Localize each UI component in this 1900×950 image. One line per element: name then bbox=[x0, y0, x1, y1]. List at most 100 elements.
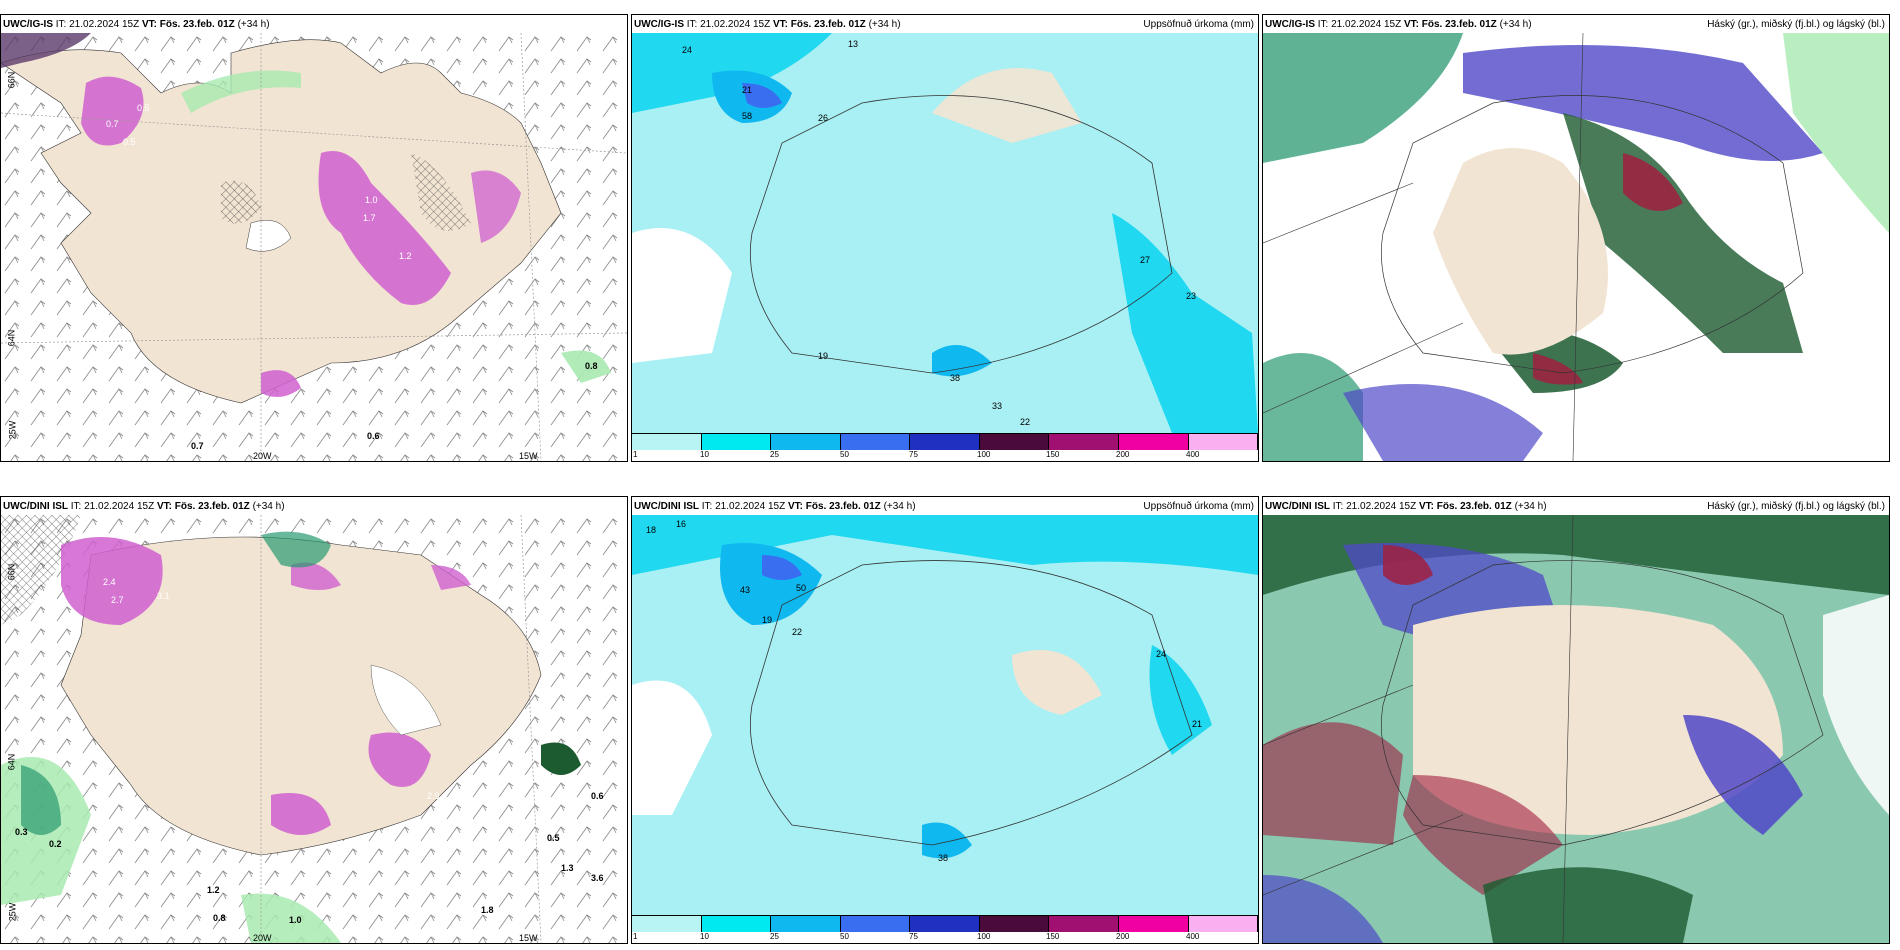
lat-label-66n: 66N bbox=[6, 71, 17, 89]
value-label: 1.3 bbox=[561, 863, 574, 873]
colorbar-segment bbox=[1118, 916, 1189, 932]
colorbar-segment bbox=[1188, 916, 1258, 932]
colorbar-segment bbox=[1049, 916, 1119, 932]
value-label: 2.9 bbox=[427, 791, 440, 801]
colorbar-segment bbox=[840, 434, 911, 450]
precip-title: Uppsöfnuð úrkoma (mm) bbox=[1143, 19, 1254, 30]
colorbar-segment bbox=[771, 434, 841, 450]
colorbar-tick: 100 bbox=[977, 932, 991, 941]
value-label: 0.8 bbox=[213, 913, 226, 923]
value-label: 1.8 bbox=[481, 905, 494, 915]
value-label: 38 bbox=[950, 373, 961, 383]
value-label: 1.2 bbox=[399, 251, 412, 261]
value-label: 0.5 bbox=[137, 103, 150, 113]
colorbar-segment bbox=[701, 916, 772, 932]
colorbar-segment bbox=[979, 916, 1050, 932]
colorbar-tick: 25 bbox=[770, 450, 779, 459]
colorbar-segment bbox=[910, 434, 980, 450]
lon-label-15w: 15W bbox=[519, 451, 538, 461]
value-label: 18 bbox=[646, 525, 657, 535]
value-label: 0.8 bbox=[585, 361, 598, 371]
colorbar-segment bbox=[979, 434, 1050, 450]
colorbar-segment bbox=[1049, 434, 1119, 450]
lon-label-15w: 15W bbox=[519, 933, 538, 943]
colorbar-segment bbox=[701, 434, 772, 450]
value-label: 22 bbox=[792, 627, 803, 637]
value-label: 1.7 bbox=[363, 213, 376, 223]
colorbar-segment bbox=[910, 916, 980, 932]
colorbar-segment bbox=[632, 434, 702, 450]
colorbar-tick: 10 bbox=[700, 450, 709, 459]
lat-label-64n: 64N bbox=[6, 329, 17, 347]
cloud-map bbox=[1263, 33, 1889, 461]
lon-label-25w: 25W bbox=[7, 420, 18, 440]
value-label: 21 bbox=[742, 85, 753, 95]
map-panel-top-middle: UWC/IG-IS IT: 21.02.2024 15Z VT: Fös. 23… bbox=[631, 14, 1259, 462]
value-label: 0.6 bbox=[591, 791, 604, 801]
colorbar-tick: 25 bbox=[770, 932, 779, 941]
lon-label-20w: 20W bbox=[253, 933, 272, 943]
value-label: 24 bbox=[1156, 649, 1167, 659]
map-panel-top-right: UWC/IG-IS IT: 21.02.2024 15Z VT: Fös. 23… bbox=[1262, 14, 1890, 462]
colorbar-tick: 200 bbox=[1116, 450, 1130, 459]
value-label: 19 bbox=[762, 615, 773, 625]
colorbar-tick: 150 bbox=[1046, 450, 1060, 459]
panel-header: UWC/DINI ISL IT: 21.02.2024 15Z VT: Fös.… bbox=[1265, 501, 1547, 512]
colorbar-tick: 150 bbox=[1046, 932, 1060, 941]
lon-label-25w: 25W bbox=[7, 902, 18, 922]
value-label: 22 bbox=[1020, 417, 1031, 427]
value-label: 58 bbox=[742, 111, 753, 121]
precip-title: Uppsöfnuð úrkoma (mm) bbox=[1143, 501, 1254, 512]
map-panel-bottom-left: UWC/DINI ISL IT: 21.02.2024 15Z VT: Fös.… bbox=[0, 496, 628, 944]
panel-header: UWC/IG-IS IT: 21.02.2024 15Z VT: Fös. 23… bbox=[1265, 19, 1532, 30]
value-label: 0.5 bbox=[547, 833, 560, 843]
value-label: 3.1 bbox=[157, 591, 170, 601]
value-label: 1.0 bbox=[365, 195, 378, 205]
lon-label-20w: 20W bbox=[253, 451, 272, 461]
value-label: 23 bbox=[1186, 291, 1197, 301]
value-label: 27 bbox=[1140, 255, 1151, 265]
value-label: 0.7 bbox=[191, 441, 204, 451]
colorbar-tick: 50 bbox=[840, 450, 849, 459]
cloud-title: Háský (gr.), miðský (fj.bl.) og lágský (… bbox=[1707, 501, 1885, 512]
colorbar-segment bbox=[1188, 434, 1258, 450]
value-label: 26 bbox=[818, 113, 829, 123]
map-panel-top-left: UWC/IG-IS IT: 21.02.2024 15Z VT: Fös. 23… bbox=[0, 14, 628, 462]
panel-header: UWC/DINI ISL IT: 21.02.2024 15Z VT: Fös.… bbox=[3, 501, 285, 512]
colorbar-tick: 400 bbox=[1186, 450, 1200, 459]
value-label: 19 bbox=[818, 351, 829, 361]
value-label: 0.7 bbox=[106, 119, 119, 129]
value-label: 16 bbox=[676, 519, 687, 529]
lat-label-66n: 66N bbox=[6, 563, 17, 581]
panel-header: UWC/IG-IS IT: 21.02.2024 15Z VT: Fös. 23… bbox=[3, 19, 270, 30]
precip-map bbox=[632, 33, 1258, 461]
cloud-title: Háský (gr.), miðský (fj.bl.) og lágský (… bbox=[1707, 19, 1885, 30]
value-label: 1.0 bbox=[289, 915, 302, 925]
colorbar-tick: 1 bbox=[633, 932, 638, 941]
precip-colorbar: 1 10 25 50 75 100 150 200 400 bbox=[632, 915, 1258, 943]
precip-map bbox=[632, 515, 1258, 943]
panel-header: UWC/IG-IS IT: 21.02.2024 15Z VT: Fös. 23… bbox=[634, 19, 901, 30]
value-label: 0.6 bbox=[367, 431, 380, 441]
value-label: 0.5 bbox=[123, 137, 136, 147]
colorbar-tick: 100 bbox=[977, 450, 991, 459]
value-label: 2.4 bbox=[103, 577, 116, 587]
wind-precip-map bbox=[1, 515, 627, 943]
colorbar-tick: 200 bbox=[1116, 932, 1130, 941]
value-label: 21 bbox=[1192, 719, 1203, 729]
cloud-map bbox=[1263, 515, 1889, 943]
colorbar-tick: 400 bbox=[1186, 932, 1200, 941]
value-label: 0.2 bbox=[49, 839, 62, 849]
colorbar-tick: 50 bbox=[840, 932, 849, 941]
value-label: 1.2 bbox=[207, 885, 220, 895]
value-label: 0.3 bbox=[15, 827, 28, 837]
value-label: 33 bbox=[992, 401, 1003, 411]
value-label: 13 bbox=[848, 39, 859, 49]
colorbar-tick: 1 bbox=[633, 450, 638, 459]
colorbar-segment bbox=[840, 916, 911, 932]
value-label: 3.6 bbox=[591, 873, 604, 883]
colorbar-tick: 10 bbox=[700, 932, 709, 941]
value-label: 43 bbox=[740, 585, 751, 595]
value-label: 2.7 bbox=[111, 595, 124, 605]
value-label: 24 bbox=[682, 45, 693, 55]
